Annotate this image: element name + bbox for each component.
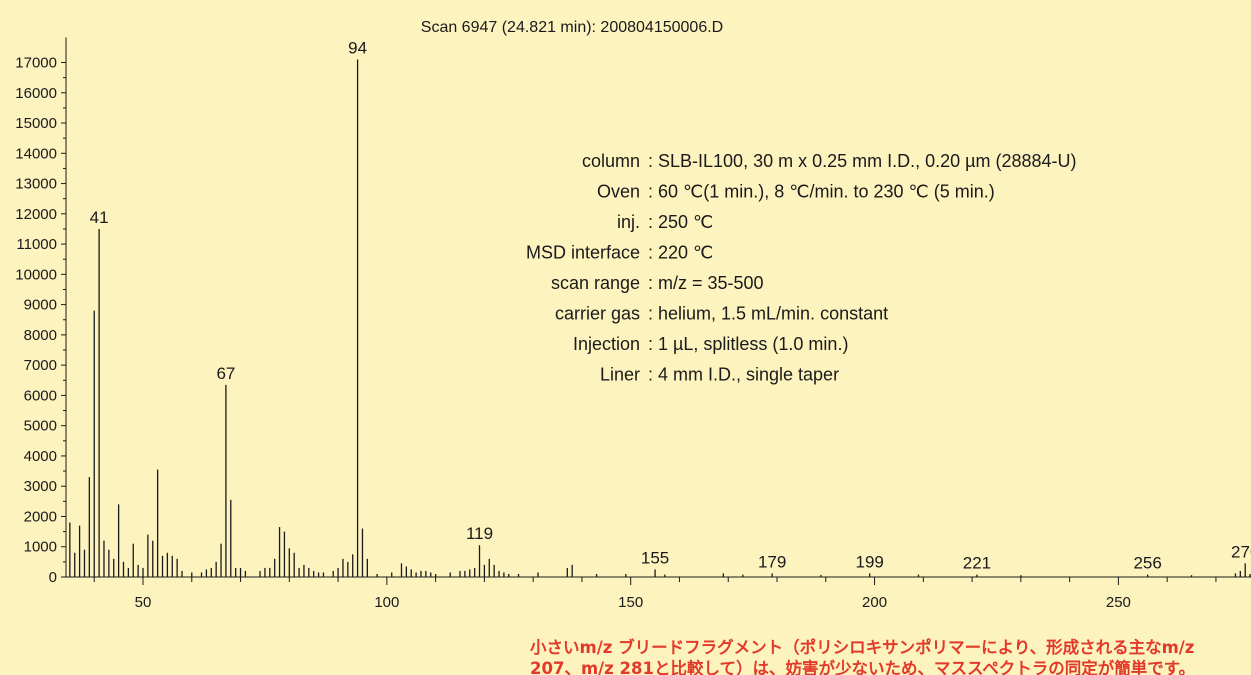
y-tick-label: 4000 — [24, 448, 57, 465]
y-tick-label: 15000 — [15, 115, 57, 132]
peak-label: 256 — [1133, 554, 1161, 573]
condition-value: : 1 µL, splitless (1.0 min.) — [648, 334, 848, 354]
y-tick-label: 5000 — [24, 418, 57, 435]
y-tick-label: 7000 — [24, 357, 57, 374]
y-tick-label: 16000 — [15, 85, 57, 102]
condition-value: : m/z = 35-500 — [648, 273, 764, 293]
peak-label: 179 — [758, 552, 786, 571]
condition-value: : helium, 1.5 mL/min. constant — [648, 304, 888, 324]
condition-value: : 220 ℃ — [648, 243, 713, 263]
x-tick-label: 100 — [374, 594, 399, 611]
peak-label: 41 — [90, 208, 109, 227]
bleed-note: 小さいm/z ブリードフラグメント（ポリシロキサンポリマーにより、形成される主な… — [530, 637, 1250, 675]
y-tick-label: 11000 — [16, 236, 57, 253]
x-tick-label: 250 — [1106, 594, 1131, 611]
y-tick-label: 2000 — [24, 508, 57, 525]
peak-label: 221 — [963, 554, 991, 573]
y-tick-label: 14000 — [15, 145, 57, 162]
y-tick-label: 10000 — [15, 266, 57, 283]
y-tick-label: 12000 — [15, 206, 57, 223]
peak-label: 199 — [855, 552, 883, 571]
peak-label: 67 — [216, 364, 235, 383]
condition-key: Injection — [573, 334, 640, 354]
mass-spectrum-chart: Scan 6947 (24.821 min): 200804150006.D 0… — [15, 19, 1251, 611]
spectrum-peaks — [69, 59, 1251, 577]
axes: 0 1000 2000 3000 4000 5000 6000 7000 8000 9000 100… — [15, 37, 1251, 611]
bleed-note-line1: 小さいm/z ブリードフラグメント（ポリシロキサンポリマーにより、形成される主な… — [530, 638, 1195, 657]
condition-value: : 60 ℃(1 min.), 8 ℃/min. to 230 ℃ (5 min… — [648, 182, 995, 202]
condition-key: Liner — [600, 365, 640, 385]
condition-key: column — [582, 151, 640, 171]
condition-key: inj. — [617, 212, 640, 232]
x-tick-label: 200 — [862, 594, 887, 611]
condition-key: scan range — [551, 273, 640, 293]
instrument-conditions: column : SLB-IL100, 30 m x 0.25 mm I.D., … — [526, 151, 1077, 385]
y-tick-label: 1000 — [24, 539, 57, 556]
x-tick-label: 150 — [618, 594, 643, 611]
peak-labels: 416794119155179199221256276492 — [90, 38, 1251, 573]
condition-value: : 4 mm I.D., single taper — [648, 365, 839, 385]
y-tick-label: 3000 — [24, 478, 57, 495]
y-tick-label: 8000 — [24, 327, 57, 344]
condition-value: : 250 ℃ — [648, 212, 713, 232]
bleed-note-line2: 207、m/z 281と比較して）は、妨害が少ないため、マススペクトラの同定が簡… — [530, 659, 1196, 675]
condition-value: : SLB-IL100, 30 m x 0.25 mm I.D., 0.20 µ… — [648, 151, 1077, 171]
y-tick-label: 9000 — [24, 297, 57, 314]
condition-key: Oven — [597, 182, 640, 202]
peak-label: 119 — [466, 524, 493, 543]
peak-label: 276 — [1231, 542, 1251, 561]
y-tick-label: 6000 — [24, 387, 57, 404]
y-tick-label: 13000 — [15, 176, 57, 193]
peak-label: 94 — [348, 38, 367, 57]
condition-key: carrier gas — [555, 304, 640, 324]
y-tick-label: 0 — [49, 569, 57, 586]
y-tick-label: 17000 — [15, 54, 57, 71]
x-tick-label: 50 — [135, 594, 152, 611]
chart-title: Scan 6947 (24.821 min): 200804150006.D — [421, 19, 723, 36]
condition-key: MSD interface — [526, 243, 640, 263]
peak-label: 155 — [641, 548, 669, 567]
